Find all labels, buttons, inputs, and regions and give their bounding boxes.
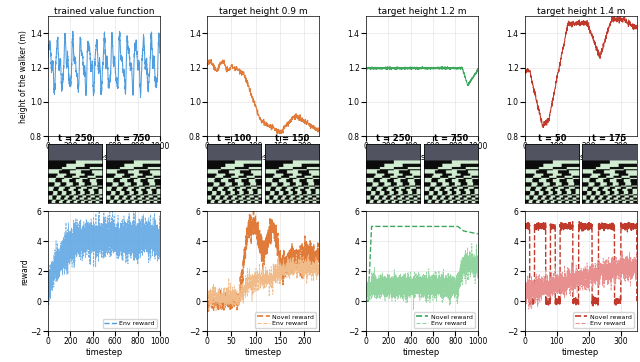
Novel reward: [375, 224, 383, 228]
Env reward: [474, 264, 482, 269]
Env reward: [280, 269, 288, 274]
Novel reward: [250, 207, 257, 211]
Env reward: [405, 277, 413, 282]
Title: t = 150: t = 150: [275, 134, 309, 143]
Novel reward: [630, 223, 637, 227]
Env reward: [460, 255, 467, 260]
Legend: Novel reward, Env reward: Novel reward, Env reward: [255, 312, 316, 328]
Env reward: [521, 287, 529, 292]
Env reward: [292, 260, 300, 264]
Novel reward: [291, 263, 298, 268]
Novel reward: [474, 232, 482, 236]
Novel reward: [214, 301, 222, 305]
Env reward: [203, 301, 211, 305]
Env reward: [315, 261, 323, 265]
Novel reward: [362, 299, 370, 303]
Line: Env reward: Env reward: [366, 244, 478, 310]
Y-axis label: height of the walker (m): height of the walker (m): [19, 30, 28, 123]
Title: target height 1.2 m: target height 1.2 m: [378, 7, 466, 16]
Env reward: [472, 265, 479, 269]
Title: t = 100: t = 100: [217, 134, 252, 143]
Novel reward: [367, 224, 375, 228]
Novel reward: [292, 252, 300, 256]
X-axis label: timestep: timestep: [85, 348, 123, 357]
Env reward: [527, 285, 534, 289]
Env reward: [410, 278, 417, 282]
Env reward: [633, 260, 640, 264]
Title: t = 175: t = 175: [593, 134, 627, 143]
X-axis label: timestep: timestep: [403, 348, 440, 357]
Title: target height 0.9 m: target height 0.9 m: [219, 7, 307, 16]
Novel reward: [575, 223, 583, 227]
Novel reward: [633, 299, 640, 303]
Title: t = 750: t = 750: [116, 134, 150, 143]
X-axis label: timestep: timestep: [244, 348, 282, 357]
Novel reward: [203, 295, 211, 299]
Novel reward: [204, 309, 212, 313]
Env reward: [375, 285, 383, 289]
Env reward: [253, 283, 260, 287]
Novel reward: [315, 265, 323, 269]
Env reward: [214, 294, 222, 299]
Novel reward: [381, 224, 389, 228]
Novel reward: [521, 223, 529, 228]
Env reward: [212, 309, 220, 313]
X-axis label: timestep: timestep: [244, 153, 282, 162]
Title: t = 250: t = 250: [376, 134, 410, 143]
Novel reward: [472, 231, 479, 236]
Line: Novel reward: Novel reward: [366, 226, 478, 301]
Env reward: [632, 249, 640, 253]
Env reward: [522, 307, 529, 312]
Novel reward: [405, 224, 413, 228]
Novel reward: [253, 229, 260, 233]
Env reward: [630, 273, 637, 277]
Legend: Novel reward, Env reward: Novel reward, Env reward: [414, 312, 475, 328]
Line: Novel reward: Novel reward: [525, 222, 637, 306]
Env reward: [291, 265, 298, 270]
Env reward: [630, 261, 637, 265]
Title: target height 1.4 m: target height 1.4 m: [536, 7, 625, 16]
Env reward: [381, 283, 389, 287]
Line: Env reward: Env reward: [207, 253, 319, 311]
Env reward: [248, 286, 256, 290]
Line: Env reward: Env reward: [525, 251, 637, 310]
Novel reward: [248, 227, 256, 231]
Title: t = 250: t = 250: [58, 134, 92, 143]
Title: t = 750: t = 750: [433, 134, 468, 143]
Line: Novel reward: Novel reward: [207, 209, 319, 311]
Novel reward: [575, 219, 583, 224]
Novel reward: [527, 298, 534, 303]
Legend: Novel reward, Env reward: Novel reward, Env reward: [573, 312, 634, 328]
Env reward: [468, 241, 476, 246]
Env reward: [296, 251, 304, 255]
Y-axis label: reward: reward: [20, 258, 29, 285]
Env reward: [575, 282, 583, 286]
X-axis label: timestep: timestep: [562, 153, 600, 162]
Novel reward: [609, 228, 617, 232]
Novel reward: [589, 303, 597, 308]
Env reward: [362, 277, 370, 282]
Title: t = 50: t = 50: [538, 134, 566, 143]
Env reward: [609, 275, 617, 279]
Legend: Env reward: Env reward: [102, 319, 157, 328]
Novel reward: [630, 227, 637, 231]
Novel reward: [280, 268, 288, 272]
Novel reward: [460, 229, 467, 233]
Novel reward: [573, 300, 580, 304]
X-axis label: timestep: timestep: [85, 153, 123, 162]
Title: trained value function: trained value function: [54, 7, 154, 16]
X-axis label: timestep: timestep: [403, 153, 440, 162]
Novel reward: [410, 224, 417, 228]
X-axis label: timestep: timestep: [562, 348, 600, 357]
Env reward: [573, 282, 580, 286]
Env reward: [410, 308, 417, 312]
